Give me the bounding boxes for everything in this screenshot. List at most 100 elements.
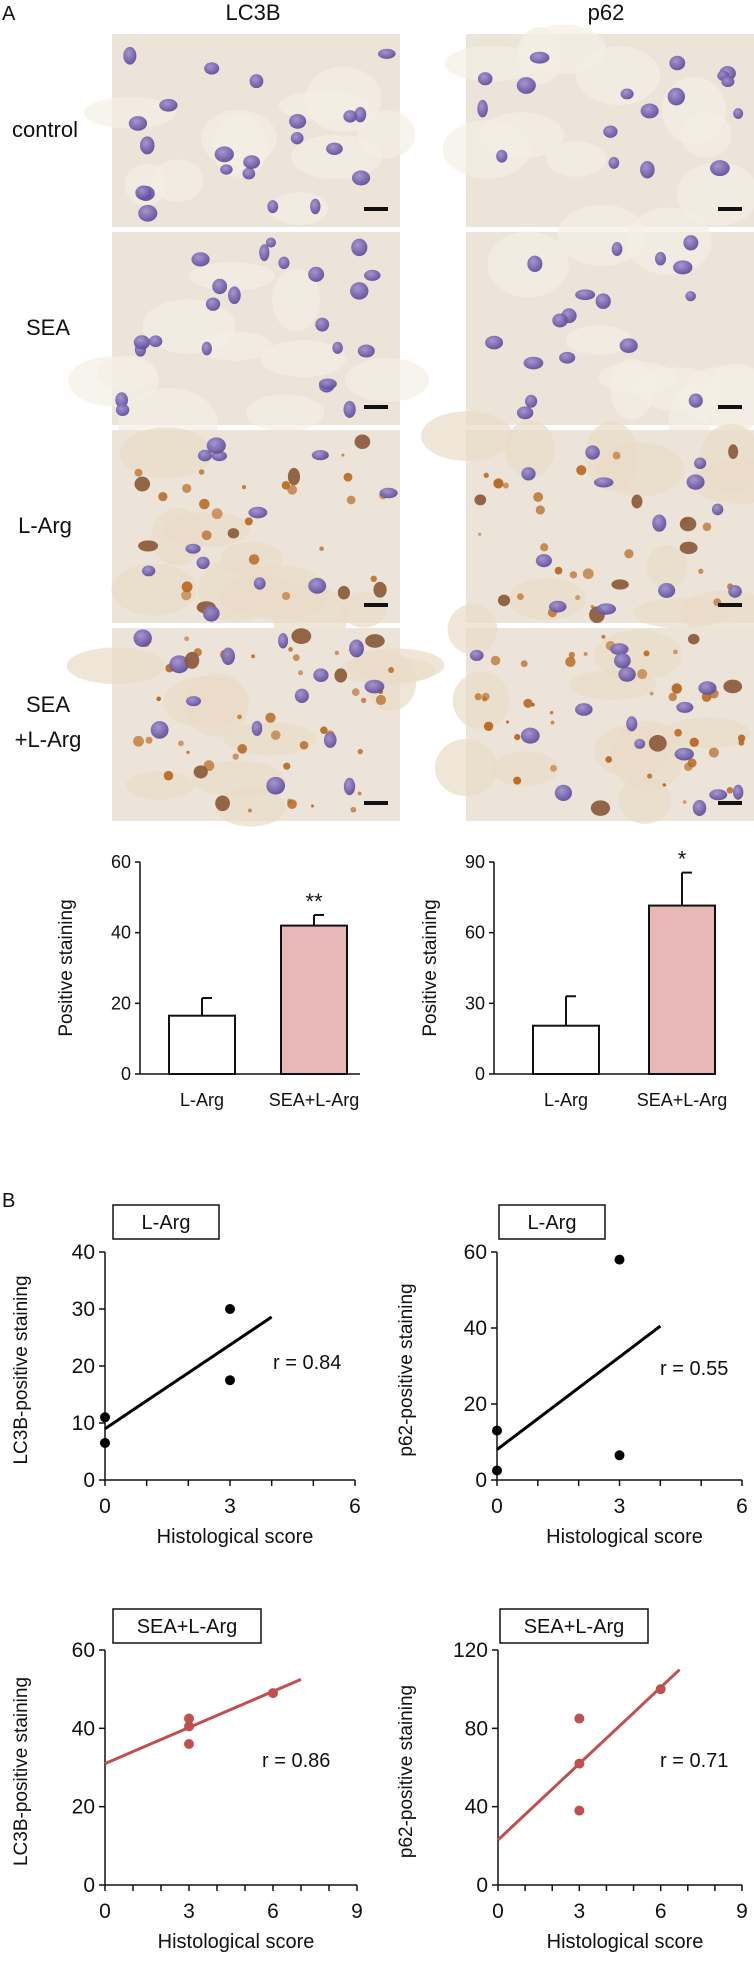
micrograph-lc3b-3 [66, 628, 445, 827]
nucleus [674, 747, 694, 761]
stain-granule [520, 660, 528, 668]
nucleus [139, 136, 155, 155]
stain-granule [576, 465, 587, 476]
stain-granule [248, 554, 260, 565]
stain-granule [265, 712, 276, 723]
y-tick-label: 30 [465, 993, 485, 1013]
cell-patch [633, 598, 730, 629]
nucleus [559, 351, 576, 364]
data-point [574, 1758, 585, 1769]
nucleus [485, 335, 504, 350]
cell-patch [188, 262, 275, 291]
stain-granule [158, 491, 168, 502]
nucleus [728, 444, 739, 460]
nucleus [215, 795, 230, 812]
stain-granule [490, 655, 501, 666]
nucleus [323, 732, 337, 748]
nucleus [673, 260, 693, 275]
stain-granule [244, 517, 253, 526]
stain-granule [478, 532, 482, 536]
nucleus [311, 449, 329, 461]
y-tick-label: 120 [453, 1639, 488, 1662]
legend-label: SEA+L-Arg [137, 1616, 238, 1638]
x-tick-label: 6 [349, 1495, 361, 1518]
nucleus [619, 338, 638, 354]
data-point [184, 1713, 194, 1724]
nucleus [686, 474, 705, 490]
row-label-larg: L-Arg [18, 513, 72, 538]
stain-granule [682, 800, 687, 804]
x-tick-label: 9 [736, 1900, 748, 1923]
y-axis-label: Positive staining [56, 899, 77, 1036]
nucleus [289, 114, 307, 129]
cell-patch [680, 112, 732, 158]
nucleus [640, 161, 655, 179]
stain-granule [514, 733, 521, 741]
nucleus [214, 146, 234, 163]
cell-patch [593, 724, 670, 778]
stain-granule [549, 710, 554, 715]
stain-granule [687, 758, 697, 768]
stain-granule [689, 737, 699, 747]
data-point [492, 1425, 502, 1436]
micrograph-lc3b-0 [83, 34, 416, 227]
bar [280, 924, 348, 1075]
x-tick-label: 3 [224, 1495, 236, 1518]
x-tick-label: 0 [491, 1495, 503, 1518]
stain-granule [287, 799, 297, 810]
data-point [184, 1721, 194, 1732]
scatter-sea-larg-lc3b: 0 20 40 60 0 3 6 9 Histological score LC3B-positi… [11, 1608, 363, 1953]
x-axis-label: Histological score [546, 1526, 703, 1548]
nucleus [206, 437, 226, 454]
scale-bar [718, 603, 742, 607]
nucleus [733, 108, 744, 119]
stain-granule [184, 636, 190, 642]
stain-granule [624, 549, 634, 559]
nucleus [221, 647, 235, 666]
nucleus [185, 543, 201, 554]
scale-bar [364, 207, 388, 211]
cell-patch [83, 96, 176, 129]
nucleus [676, 701, 694, 713]
nucleus [313, 668, 329, 682]
stain-granule [232, 753, 239, 760]
nucleus [603, 125, 618, 138]
stain-granule [341, 453, 345, 457]
nucleus [133, 629, 152, 647]
nucleus [357, 344, 375, 358]
stain-granule [182, 483, 192, 493]
stain-granule [569, 571, 578, 579]
x-tick-label: 0 [99, 1900, 111, 1923]
cell-patch [111, 563, 197, 616]
data-point [225, 1375, 235, 1386]
nucleus [365, 634, 385, 648]
nucleus [590, 800, 611, 816]
nucleus [266, 776, 286, 795]
scale-bar [718, 207, 742, 211]
nucleus [184, 651, 200, 669]
nucleus [721, 76, 735, 88]
y-axis-label: LC3B-positive staining [11, 1275, 32, 1464]
nucleus [318, 378, 337, 390]
cell-patch [215, 788, 286, 827]
micrograph-p62-3 [434, 604, 754, 824]
stain-granule [738, 739, 745, 746]
nucleus [652, 514, 667, 532]
category-label: SEA+L-Arg [637, 1090, 728, 1110]
nucleus [310, 198, 321, 215]
nucleus [115, 392, 129, 408]
nucleus [685, 291, 696, 302]
panel-b-label: B [2, 1190, 15, 1212]
data-point [614, 1450, 625, 1461]
nucleus [308, 577, 327, 594]
stain-granule [647, 773, 653, 779]
nucleus [521, 467, 536, 481]
nucleus [128, 116, 148, 131]
nucleus [343, 400, 356, 418]
regression-line [104, 1315, 273, 1430]
nucleus [278, 633, 289, 649]
nucleus [248, 506, 268, 519]
nucleus [133, 335, 151, 350]
legend-box [112, 1608, 262, 1644]
